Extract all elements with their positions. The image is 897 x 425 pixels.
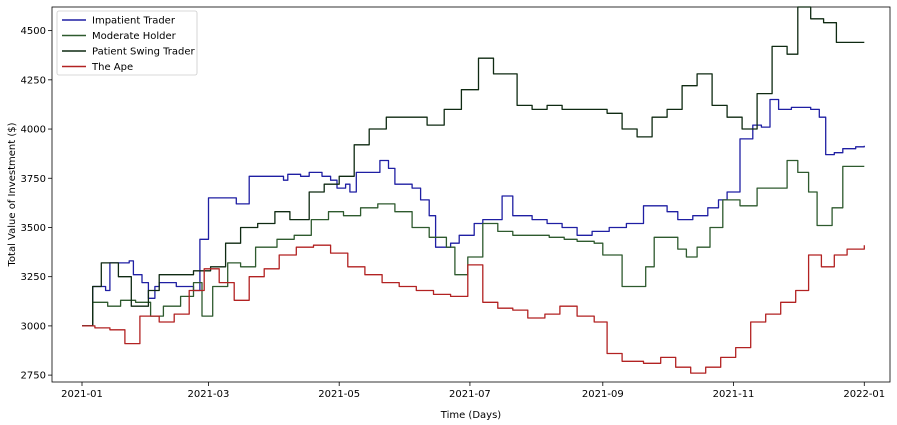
y-tick-label: 2750 [21,371,46,382]
x-tick-label: 2021-09 [582,389,624,400]
x-axis-label: Time (Days) [440,410,502,421]
y-tick-label: 3750 [21,174,46,185]
y-tick-label: 3000 [21,321,46,332]
legend-items: Impatient Trader Moderate Holder Patient S… [62,16,196,73]
y-axis-label: Total Value of Investment ($) [7,122,18,267]
x-tick-label: 2021-05 [318,389,360,400]
legend-label: Impatient Trader [92,16,176,27]
legend-label: The Ape [91,62,133,73]
x-tick-label: 2021-11 [713,389,755,400]
series-line-0 [82,98,865,327]
series-layer [82,6,865,374]
x-tick-label: 2021-03 [188,389,230,400]
legend-label: Patient Swing Trader [92,47,196,58]
y-tick-label: 4500 [21,26,46,37]
y-tick-label: 3250 [21,272,46,283]
y-tick-label: 4000 [21,125,46,136]
y-tick-label: 4250 [21,75,46,86]
x-tick-label: 2022-01 [843,389,885,400]
legend-frame [56,10,198,76]
x-tick-label: 2021-07 [449,389,491,400]
y-tick-label: 3500 [21,223,46,234]
series-line-3 [82,244,865,374]
x-tick-label: 2021-01 [61,389,103,400]
legend: Impatient Trader Moderate Holder Patient S… [56,10,198,76]
legend-label: Moderate Holder [92,31,177,42]
series-line-2 [82,6,865,327]
y-axis: 2750 3000 3250 3500 3750 4000 4250 4500 [21,26,52,382]
x-axis: 2021-01 2021-03 2021-05 2021-07 2021-09 2021-… [61,382,885,400]
